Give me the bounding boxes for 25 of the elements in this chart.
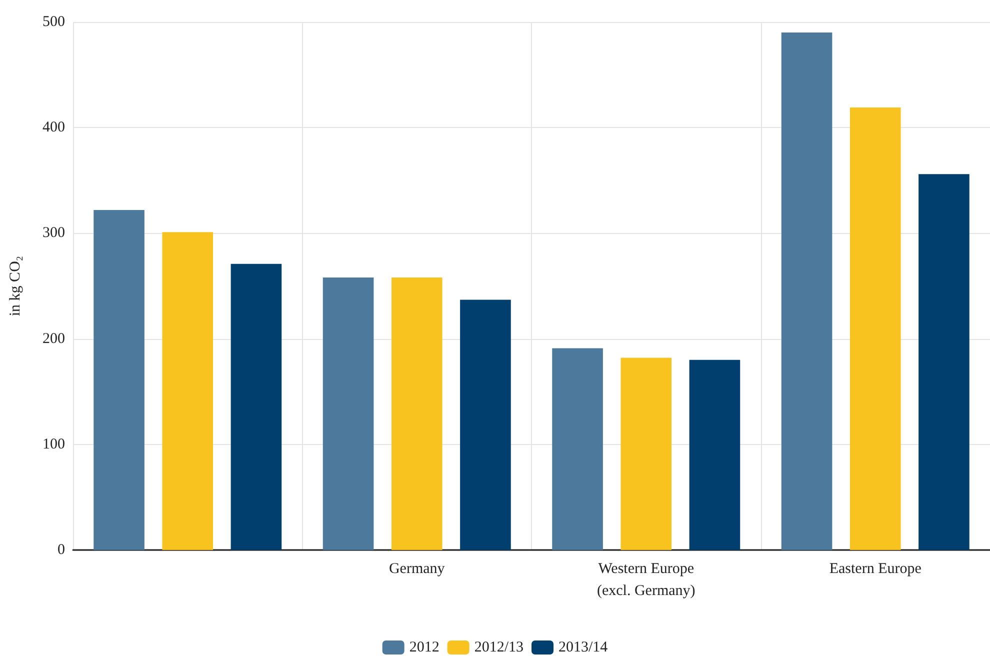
bar <box>391 278 442 550</box>
y-tick-label: 400 <box>42 120 65 136</box>
bar <box>918 174 970 550</box>
bar <box>162 232 214 550</box>
bar <box>850 108 901 550</box>
y-tick-label: 100 <box>42 436 65 452</box>
y-axis-title: in kg CO₂ <box>8 256 24 316</box>
bar <box>552 348 603 550</box>
legend-label: 2013/14 <box>558 640 608 656</box>
bar <box>322 278 374 550</box>
bar <box>689 360 740 550</box>
y-tick-label: 300 <box>42 225 65 242</box>
legend-label: 2012 <box>409 640 440 656</box>
y-tick-label: 500 <box>42 14 65 30</box>
x-tick-label: Germany <box>388 561 446 577</box>
bar <box>620 358 672 550</box>
bar <box>460 300 511 550</box>
bar <box>781 32 832 550</box>
legend-label: 2012/13 <box>474 640 524 656</box>
x-tick-label: Eastern Europe <box>829 561 922 577</box>
y-tick-label: 0 <box>58 542 65 558</box>
bar <box>230 264 282 550</box>
x-tick-label: Western Europe (excl. Germany) <box>596 561 696 599</box>
y-tick-label: 200 <box>42 330 65 347</box>
bar <box>94 210 144 550</box>
